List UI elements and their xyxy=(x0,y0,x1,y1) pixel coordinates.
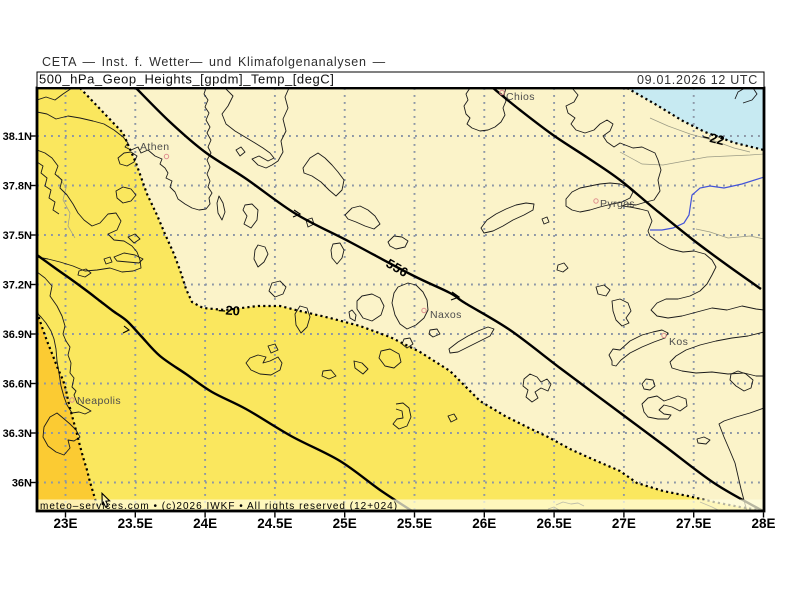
svg-text:38.1N: 38.1N xyxy=(3,131,32,143)
svg-text:meteo–services.com • (c)2026 I: meteo–services.com • (c)2026 IWKF • All … xyxy=(40,501,398,512)
svg-text:Chios: Chios xyxy=(506,91,535,103)
svg-text:Athen: Athen xyxy=(140,141,169,153)
svg-text:Neapolis: Neapolis xyxy=(77,395,121,407)
svg-text:–20: –20 xyxy=(218,302,241,318)
svg-text:24E: 24E xyxy=(193,516,217,531)
svg-text:Pyrgos: Pyrgos xyxy=(600,198,635,210)
svg-text:28E: 28E xyxy=(751,516,775,531)
svg-text:–22: –22 xyxy=(701,128,726,148)
svg-text:27E: 27E xyxy=(612,516,636,531)
svg-text:36N: 36N xyxy=(12,478,32,490)
svg-text:37.8N: 37.8N xyxy=(3,181,32,193)
svg-text:27.5E: 27.5E xyxy=(676,516,711,531)
svg-text:500_hPa_Geop_Heights_[gpdm]_Te: 500_hPa_Geop_Heights_[gpdm]_Temp_[degC] xyxy=(39,72,334,87)
svg-text:36.3N: 36.3N xyxy=(3,428,32,440)
svg-text:36.9N: 36.9N xyxy=(3,329,32,341)
svg-text:Naxos: Naxos xyxy=(430,309,462,321)
svg-text:23.5E: 23.5E xyxy=(118,516,153,531)
svg-text:Kos: Kos xyxy=(669,336,688,348)
svg-text:25E: 25E xyxy=(333,516,357,531)
svg-text:26.5E: 26.5E xyxy=(536,516,571,531)
svg-text:23E: 23E xyxy=(53,516,77,531)
svg-text:26E: 26E xyxy=(472,516,496,531)
svg-text:36.6N: 36.6N xyxy=(3,379,32,391)
svg-text:25.5E: 25.5E xyxy=(397,516,432,531)
svg-text:CETA — Inst. f. Wetter— und Kl: CETA — Inst. f. Wetter— und Klimafolgena… xyxy=(42,55,386,69)
svg-text:37.5N: 37.5N xyxy=(3,230,32,242)
svg-text:24.5E: 24.5E xyxy=(257,516,292,531)
svg-text:37.2N: 37.2N xyxy=(3,280,32,292)
svg-text:09.01.2026 12 UTC: 09.01.2026 12 UTC xyxy=(637,73,758,87)
